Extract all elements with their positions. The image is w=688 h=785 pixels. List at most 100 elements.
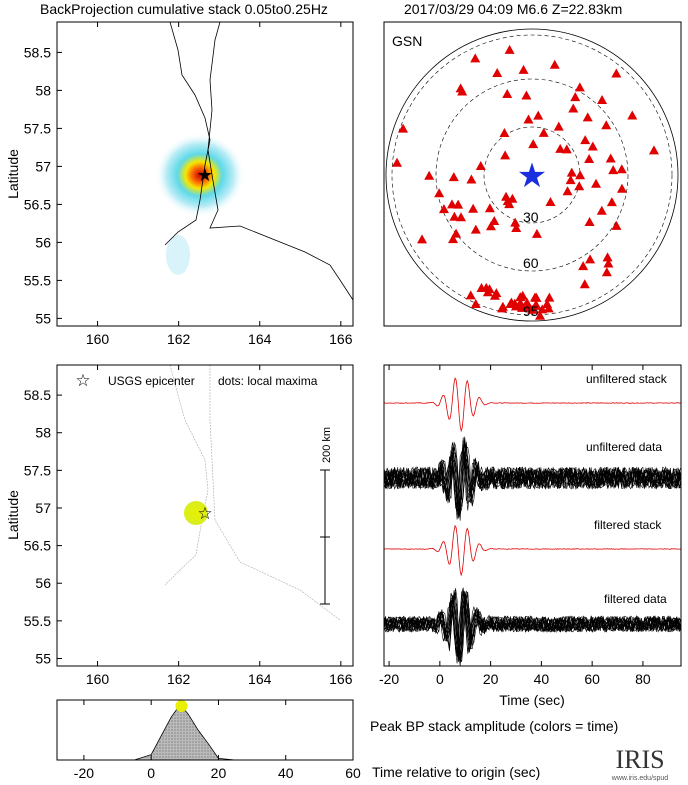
station-triangle-icon [417, 234, 428, 244]
x-tick-label: 160 [86, 331, 110, 347]
station-triangle-icon [582, 112, 593, 122]
station-triangle-icon [579, 279, 590, 289]
station-triangle-icon [553, 121, 564, 131]
y-tick-label: 57.5 [24, 120, 51, 136]
station-triangle-icon [587, 141, 598, 151]
station-triangle-icon [504, 44, 515, 54]
station-triangle-icon [611, 68, 622, 78]
x-tick-label: 20 [211, 765, 227, 781]
map-frame [56, 21, 354, 327]
station-triangle-icon [456, 212, 467, 222]
local-maxima-map: ☆ ☆ USGS epicenter dots: local maxima 20… [5, 364, 354, 667]
gsn-station-map: ★ GSN 30 60 95 [383, 21, 682, 327]
epicenter-star-icon: ☆ [197, 504, 212, 523]
station-triangle-icon [517, 302, 528, 312]
y-tick-label: 56 [35, 575, 51, 591]
x-tick-label: 80 [635, 671, 651, 687]
station-triangle-icon [606, 197, 617, 207]
station-triangle-icon [448, 172, 459, 182]
map-frame [383, 21, 682, 327]
y-axis-label: Latitude [5, 149, 21, 199]
x-axis-label: Time relative to origin (sec) [372, 764, 540, 780]
station-triangle-icon [484, 203, 495, 213]
y-tick-label: 55.5 [24, 613, 51, 629]
trace-label: unfiltered data [586, 440, 662, 454]
x-tick-label: 160 [86, 671, 110, 687]
station-triangle-icon [468, 203, 479, 213]
station-triangle-icon [580, 135, 591, 145]
scale-label: 200 km [321, 427, 333, 463]
coastline [164, 21, 211, 246]
station-triangle-icon [566, 167, 577, 177]
station-triangle-icon [568, 103, 579, 113]
x-tick-label: 60 [584, 671, 600, 687]
station-triangle-icon [565, 175, 576, 185]
event-star-icon: ★ [517, 157, 547, 195]
y-tick-label: 56.5 [24, 538, 51, 554]
y-tick-label: 55 [35, 310, 51, 326]
x-tick-label: 0 [147, 765, 155, 781]
network-label: GSN [392, 33, 422, 49]
x-tick-label: 166 [329, 331, 353, 347]
x-tick-label: 162 [167, 671, 191, 687]
panel-title: Peak BP stack amplitude (colors = time) [370, 718, 618, 734]
station-triangle-icon [500, 150, 511, 160]
station-triangle-icon [616, 183, 627, 193]
y-tick-label: 58 [35, 425, 51, 441]
station-triangle-icon [542, 299, 553, 309]
station-triangle-icon [538, 127, 549, 137]
station-triangle-icon [528, 139, 539, 149]
plot-frame [56, 699, 354, 761]
station-triangle-icon [561, 144, 572, 154]
station-triangle-icon [531, 228, 542, 238]
legend-epicenter: USGS epicenter [108, 374, 195, 388]
station-triangle-icon [449, 211, 460, 221]
data-trace [383, 451, 682, 520]
y-tick-label: 57 [35, 158, 51, 174]
station-triangle-icon [602, 252, 613, 262]
x-tick-label: -20 [379, 671, 399, 687]
y-tick-label: 58.5 [24, 387, 51, 403]
station-triangle-icon [535, 310, 546, 320]
station-triangle-icon [544, 292, 555, 302]
x-tick-label: 164 [248, 331, 272, 347]
figure-title: BackProjection cumulative stack 0.05to0.… [40, 1, 328, 17]
station-triangle-icon [451, 228, 462, 238]
station-triangle-icon [497, 301, 508, 311]
y-tick-label: 55.5 [24, 272, 51, 288]
y-tick-label: 55 [35, 650, 51, 666]
station-triangle-icon [605, 153, 616, 163]
station-triangle-icon [584, 153, 595, 163]
station-triangle-icon [603, 258, 614, 268]
y-tick-label: 58.5 [24, 44, 51, 60]
peak-time-dot [175, 700, 188, 712]
station-triangle-icon [517, 290, 528, 300]
event-info: 2017/03/29 04:09 M6.6 Z=22.83km [404, 1, 622, 17]
station-triangle-icon [584, 217, 595, 227]
station-triangle-icon [448, 234, 459, 244]
y-axis-label: Latitude [5, 490, 21, 540]
legend-dots: dots: local maxima [218, 374, 318, 388]
station-triangle-icon [555, 143, 566, 153]
station-triangle-icon [506, 297, 517, 307]
trace-label: unfiltered stack [586, 372, 668, 386]
station-triangle-icon [492, 67, 503, 77]
x-tick-label: 0 [436, 671, 444, 687]
trace-label: filtered data [604, 592, 667, 606]
epicenter-star-icon: ★ [197, 165, 213, 185]
station-triangle-icon [392, 157, 403, 167]
station-triangle-icon [434, 188, 445, 198]
station-triangle-icon [549, 59, 560, 69]
station-triangle-icon [470, 224, 481, 234]
amplitude-area [134, 705, 236, 761]
x-tick-label: 20 [483, 671, 499, 687]
station-triangle-icon [531, 292, 542, 302]
station-triangle-icon [578, 261, 589, 271]
station-triangle-icon [470, 53, 481, 63]
station-triangle-icon [424, 170, 435, 180]
station-triangle-icon [466, 174, 477, 184]
globe-outline [385, 28, 679, 322]
secondary-lobe [166, 235, 190, 275]
stack-trace [383, 377, 681, 433]
